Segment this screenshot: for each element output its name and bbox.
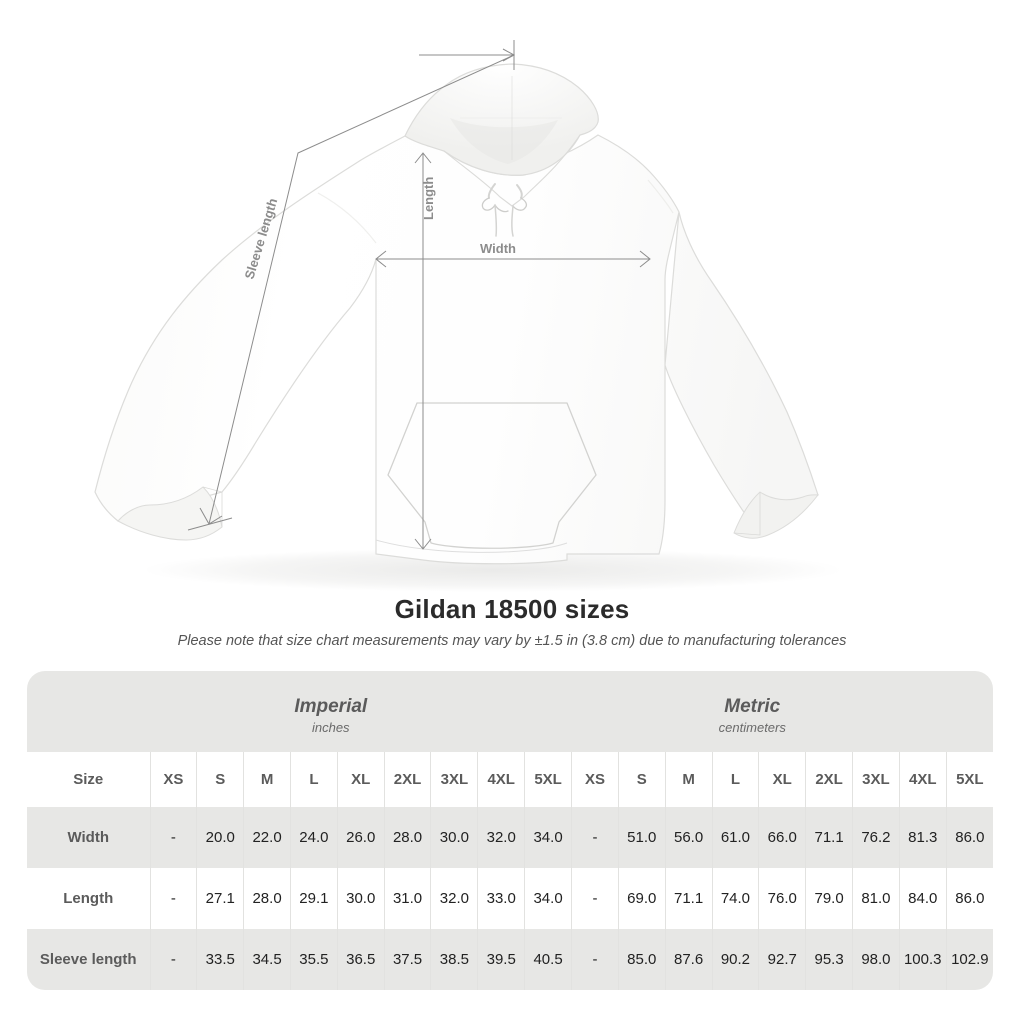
svg-text:Length: Length [421,177,436,220]
svg-text:Width: Width [480,241,516,256]
